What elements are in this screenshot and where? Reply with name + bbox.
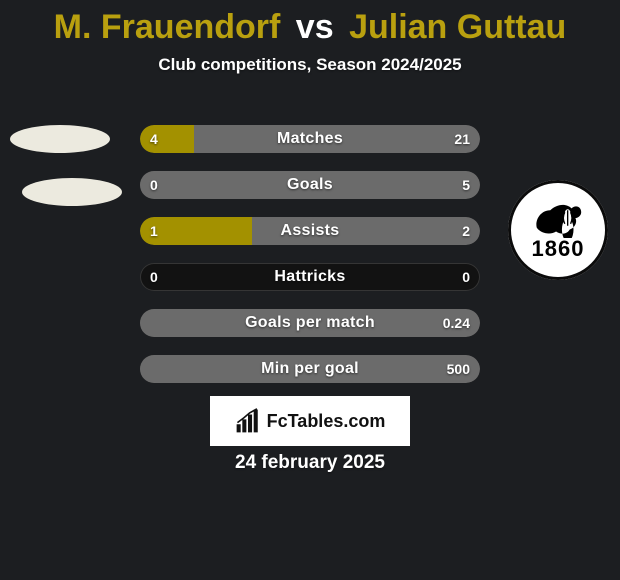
stat-row: 0 Hattricks 0 [140,263,480,291]
brand-box[interactable]: FcTables.com [210,396,410,446]
brand-text: FcTables.com [267,411,386,432]
stat-bar-right [140,355,480,383]
stat-bar-right [252,217,480,245]
subtitle: Club competitions, Season 2024/2025 [0,55,620,75]
stat-row: 4 Matches 21 [140,125,480,153]
stat-value-right: 0 [462,263,470,291]
stat-row: 0 Goals 5 [140,171,480,199]
right-club-logo: 1860 [508,180,608,280]
lion-emblem-icon [529,198,587,238]
title-player1: M. Frauendorf [54,8,281,46]
stat-bar-left [140,217,252,245]
stat-bar-right [194,125,480,153]
title-vs: vs [290,8,340,46]
stat-bar-left [140,125,194,153]
title-player2: Julian Guttau [349,8,566,46]
left-club-logo-placeholder-2 [22,178,122,206]
fctables-logo-icon [235,408,261,434]
stat-row: Goals per match 0.24 [140,309,480,337]
title-row: M. Frauendorf vs Julian Guttau [0,0,620,47]
stat-row: 1 Assists 2 [140,217,480,245]
stats-container: 4 Matches 21 0 Goals 5 1 Assists 2 0 Hat… [140,125,480,401]
stat-bar-right [140,171,480,199]
left-club-logo-placeholder-1 [10,125,110,153]
stat-bar-right [140,309,480,337]
comparison-card: M. Frauendorf vs Julian Guttau Club comp… [0,0,620,580]
date-text: 24 february 2025 [0,452,620,474]
stat-value-left: 0 [150,263,158,291]
club-logo-year: 1860 [532,236,585,262]
stat-row: Min per goal 500 [140,355,480,383]
stat-label: Hattricks [140,263,480,291]
